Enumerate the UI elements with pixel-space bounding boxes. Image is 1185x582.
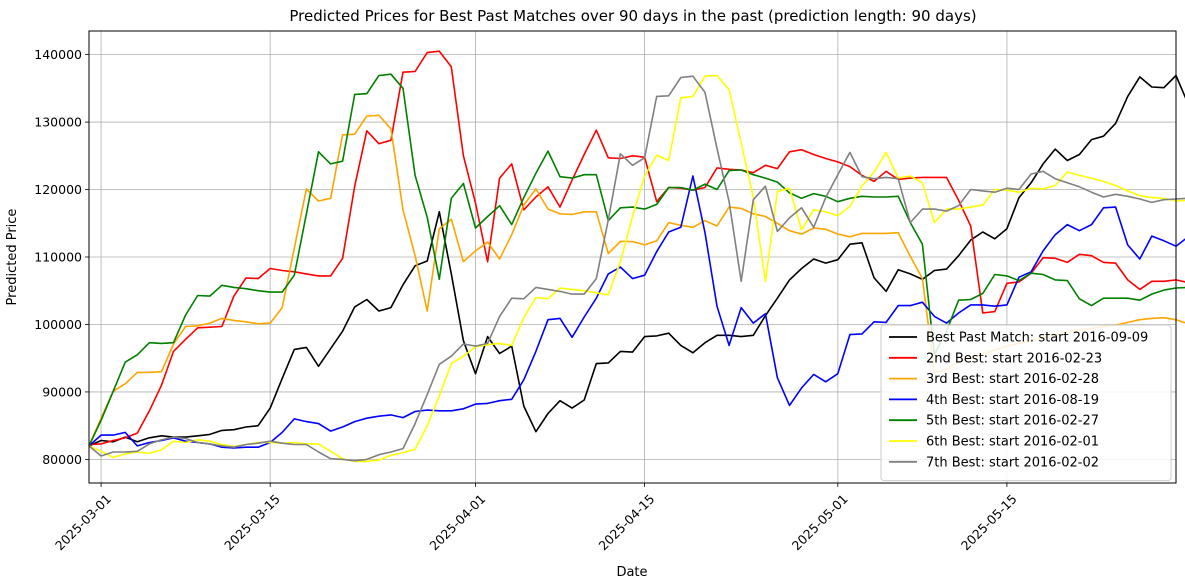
legend-entry: 2nd Best: start 2016-02-23 xyxy=(926,351,1102,366)
legend-entry: 7th Best: start 2016-02-02 xyxy=(926,455,1099,470)
y-tick-label: 130000 xyxy=(34,115,82,130)
series-line-5 xyxy=(88,73,1185,447)
legend-entry: 3rd Best: start 2016-02-28 xyxy=(926,372,1099,387)
legend-entry: Best Past Match: start 2016-09-09 xyxy=(926,331,1148,346)
series-line-1 xyxy=(88,74,1185,447)
legend: Best Past Match: start 2016-09-09 2nd Bes… xyxy=(880,324,1172,482)
legend-entry: 4th Best: start 2016-08-19 xyxy=(926,393,1099,408)
y-tick-label: 80000 xyxy=(42,452,82,467)
y-tick-label: 140000 xyxy=(34,47,82,62)
y-axis-ticks: 80000 90000 100000 110000 120000 130000 140000 xyxy=(34,47,89,467)
y-tick-label: 90000 xyxy=(42,384,82,399)
legend-entry: 6th Best: start 2016-02-01 xyxy=(926,435,1099,450)
y-tick-label: 110000 xyxy=(34,250,82,265)
y-tick-label: 120000 xyxy=(34,182,82,197)
x-axis-label: Date xyxy=(616,565,647,580)
y-tick-label: 100000 xyxy=(34,317,82,332)
chart-title: Predicted Prices for Best Past Matches o… xyxy=(289,7,976,25)
series-line-6 xyxy=(88,74,1185,463)
series-lines xyxy=(88,50,1185,463)
y-axis-label: Predicted Price xyxy=(5,209,20,306)
legend-box xyxy=(880,324,1172,482)
series-line-7 xyxy=(88,75,1185,462)
legend-entry: 5th Best: start 2016-02-27 xyxy=(926,414,1099,429)
